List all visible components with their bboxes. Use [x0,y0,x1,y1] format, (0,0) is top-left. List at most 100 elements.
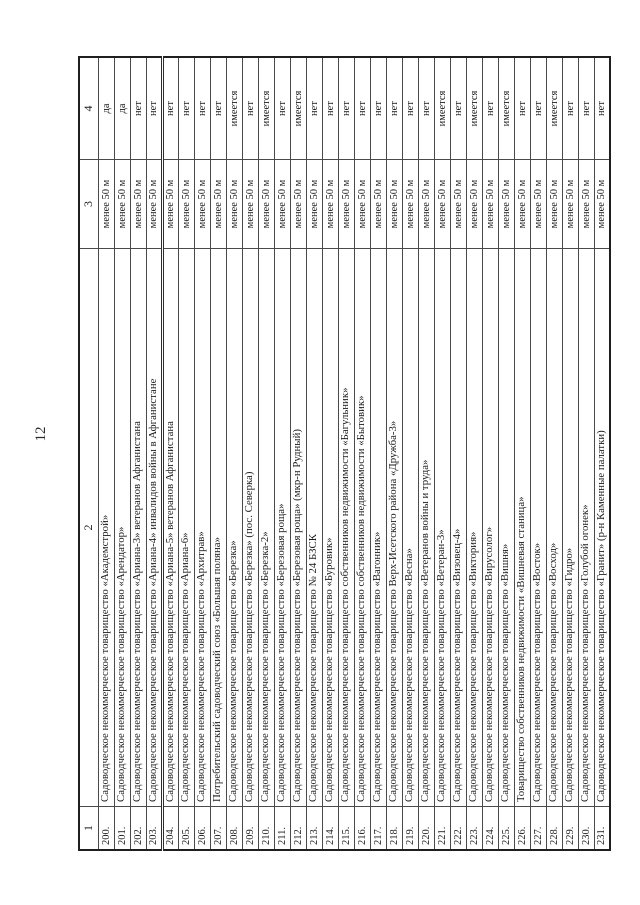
row-number-cell: 221. [434,806,450,850]
table-row: 205. Садоводческое некоммерческое товарищ… [178,57,194,850]
distance-cell: менее 50 м [146,159,162,249]
table-header: 1 2 3 4 [79,57,98,850]
distance-cell: менее 50 м [402,159,418,249]
distance-cell: менее 50 м [530,159,546,249]
table-row: 228. Садоводческое некоммерческое товарищ… [546,57,562,850]
name-cell: Садоводческое некоммерческое товариществ… [418,248,434,807]
table-row: 203. Садоводческое некоммерческое товарищ… [146,57,162,850]
distance-cell: менее 50 м [370,159,386,249]
distance-cell: менее 50 м [338,159,354,249]
row-number-cell: 206. [194,806,210,850]
row-number-cell: 212. [290,806,306,850]
row-number-cell: 210. [258,806,274,850]
distance-cell: менее 50 м [130,159,146,249]
row-number-cell: 204. [162,806,178,850]
table-row: 212. Садоводческое некоммерческое товарищ… [290,57,306,850]
name-cell: Садоводческое некоммерческое товариществ… [546,248,562,807]
row-number-cell: 217. [370,806,386,850]
header-cell-1: 1 [79,806,98,850]
row-number-cell: 214. [322,806,338,850]
status-cell: нет [338,57,354,160]
status-cell: имеется [290,57,306,160]
table-row: 208. Садоводческое некоммерческое товарищ… [226,57,242,850]
table-row: 227. Садоводческое некоммерческое товарищ… [530,57,546,850]
name-cell: Товарищество собственников недвижимости … [514,248,530,807]
distance-cell: менее 50 м [226,159,242,249]
status-cell: нет [418,57,434,160]
name-cell: Садоводческое некоммерческое товариществ… [594,248,610,807]
status-cell: нет [594,57,610,160]
row-number-cell: 229. [562,806,578,850]
distance-cell: менее 50 м [354,159,370,249]
table-row: 200. Садоводческое некоммерческое товарищ… [98,57,114,850]
distance-cell: менее 50 м [178,159,194,249]
rotated-table-container: 1 2 3 4 200. Садоводческое некоммерческое… [78,56,611,851]
distance-cell: менее 50 м [98,159,114,249]
row-number-cell: 231. [594,806,610,850]
row-number-cell: 224. [482,806,498,850]
name-cell: Садоводческое некоммерческое товариществ… [370,248,386,807]
status-cell: нет [322,57,338,160]
name-cell: Садоводческое некоммерческое товариществ… [162,248,178,807]
distance-cell: менее 50 м [594,159,610,249]
status-cell: нет [306,57,322,160]
distance-cell: менее 50 м [162,159,178,249]
distance-cell: менее 50 м [562,159,578,249]
distance-cell: менее 50 м [386,159,402,249]
table-body: 200. Садоводческое некоммерческое товарищ… [98,57,610,850]
status-cell: имеется [434,57,450,160]
registry-table: 1 2 3 4 200. Садоводческое некоммерческое… [78,56,611,851]
status-cell: нет [194,57,210,160]
name-cell: Потребительский садоводческий союз «Боль… [210,248,226,807]
distance-cell: менее 50 м [418,159,434,249]
row-number-cell: 219. [402,806,418,850]
table-row: 229. Садоводческое некоммерческое товарищ… [562,57,578,850]
name-cell: Садоводческое некоммерческое товариществ… [178,248,194,807]
status-cell: нет [402,57,418,160]
row-number-cell: 225. [498,806,514,850]
name-cell: Садоводческое некоммерческое товариществ… [130,248,146,807]
table-row: 214. Садоводческое некоммерческое товарищ… [322,57,338,850]
table-row: 201. Садоводческое некоммерческое товарищ… [114,57,130,850]
row-number-cell: 228. [546,806,562,850]
row-number-cell: 207. [210,806,226,850]
table-row: 224. Садоводческое некоммерческое товарищ… [482,57,498,850]
header-cell-4: 4 [79,57,98,160]
row-number-cell: 222. [450,806,466,850]
distance-cell: менее 50 м [258,159,274,249]
table-row: 225. Садоводческое некоммерческое товарищ… [498,57,514,850]
distance-cell: менее 50 м [514,159,530,249]
table-row: 204. Садоводческое некоммерческое товарищ… [162,57,178,850]
name-cell: Садоводческое некоммерческое товариществ… [306,248,322,807]
row-number-cell: 208. [226,806,242,850]
table-row: 226. Товарищество собственников недвижимо… [514,57,530,850]
row-number-cell: 215. [338,806,354,850]
status-cell: имеется [258,57,274,160]
status-cell: нет [530,57,546,160]
distance-cell: менее 50 м [466,159,482,249]
row-number-cell: 226. [514,806,530,850]
table-row: 220. Садоводческое некоммерческое товарищ… [418,57,434,850]
table-row: 202. Садоводческое некоммерческое товарищ… [130,57,146,850]
row-number-cell: 223. [466,806,482,850]
name-cell: Садоводческое некоммерческое товариществ… [258,248,274,807]
name-cell: Садоводческое некоммерческое товариществ… [386,248,402,807]
header-row: 1 2 3 4 [79,57,98,850]
distance-cell: менее 50 м [194,159,210,249]
status-cell: имеется [226,57,242,160]
distance-cell: менее 50 м [546,159,562,249]
distance-cell: менее 50 м [210,159,226,249]
name-cell: Садоводческое некоммерческое товариществ… [434,248,450,807]
row-number-cell: 213. [306,806,322,850]
distance-cell: менее 50 м [274,159,290,249]
table-row: 215. Садоводческое некоммерческое товарищ… [338,57,354,850]
distance-cell: менее 50 м [482,159,498,249]
table-row: 218. Садоводческое некоммерческое товарищ… [386,57,402,850]
status-cell: да [114,57,130,160]
name-cell: Садоводческое некоммерческое товариществ… [482,248,498,807]
row-number-cell: 201. [114,806,130,850]
row-number-cell: 218. [386,806,402,850]
status-cell: нет [578,57,594,160]
status-cell: нет [354,57,370,160]
